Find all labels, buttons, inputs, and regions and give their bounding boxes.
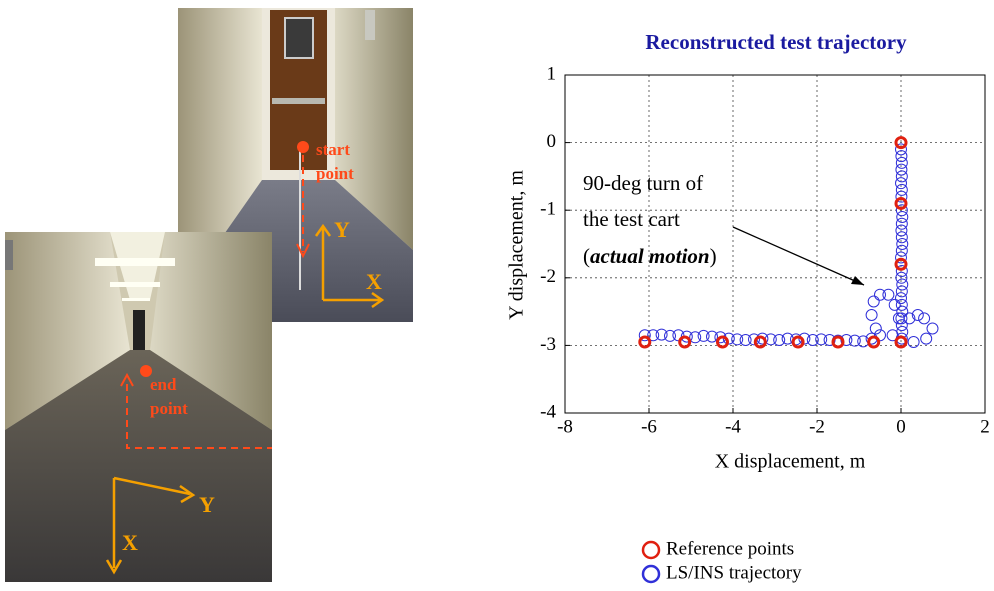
legend-marker xyxy=(643,542,659,558)
annotation: 90-deg turn of xyxy=(583,171,703,195)
y-tick-label: 1 xyxy=(547,63,557,84)
photo-end xyxy=(5,232,272,582)
start-label: start xyxy=(316,140,350,159)
x-tick-label: -6 xyxy=(641,416,657,437)
annotation: the test cart xyxy=(583,207,680,231)
x-axis-label: X displacement, m xyxy=(715,451,866,473)
x-tick-label: -2 xyxy=(809,416,825,437)
legend-marker xyxy=(643,566,659,582)
end-label: point xyxy=(150,399,188,418)
annotation: (actual motion) xyxy=(583,244,717,268)
y-tick-label: -3 xyxy=(540,334,556,355)
annotation-part: ) xyxy=(710,244,717,268)
axis-label: X xyxy=(366,269,382,294)
chart-title: Reconstructed test trajectory xyxy=(645,30,907,54)
x-tick-label: 2 xyxy=(980,416,990,437)
x-tick-label: -4 xyxy=(725,416,741,437)
start-label: point xyxy=(316,164,354,183)
start-marker xyxy=(297,141,309,153)
y-tick-label: -4 xyxy=(540,401,556,422)
end-label: end xyxy=(150,375,177,394)
legend-label: LS/INS trajectory xyxy=(666,562,802,583)
y-tick-label: 0 xyxy=(547,131,557,152)
x-tick-label: -8 xyxy=(557,416,573,437)
legend-label: Reference points xyxy=(666,538,794,559)
annotation-part: actual motion xyxy=(590,244,710,268)
x-tick-label: 0 xyxy=(896,416,906,437)
y-axis-label: Y displacement, m xyxy=(506,170,528,320)
axis-label: X xyxy=(122,530,138,555)
y-tick-label: -1 xyxy=(540,199,556,220)
figure: start point Y X end point Y X Reconstruc… xyxy=(0,0,994,586)
axis-label: Y xyxy=(334,217,350,242)
annotation-part: ( xyxy=(583,244,590,268)
axis-label: Y xyxy=(199,492,215,517)
y-tick-label: -2 xyxy=(540,266,556,287)
